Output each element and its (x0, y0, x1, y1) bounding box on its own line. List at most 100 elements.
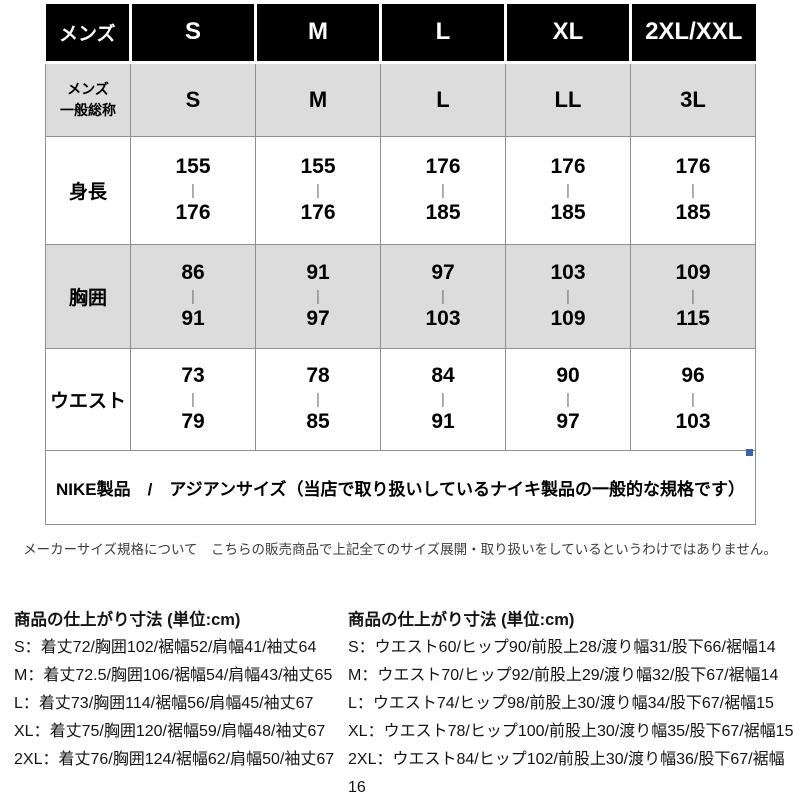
range-separator: | (191, 390, 195, 408)
waist-range-m: 78 | 85 (255, 347, 381, 451)
range-min: 97 (431, 261, 455, 285)
bottoms-dimension-item-l: L：ウエスト74/ヒップ98/前股上30/渡り幅34/股下67/裾幅15 (348, 695, 774, 712)
range-max: 91 (181, 306, 205, 330)
range-min: 103 (550, 261, 586, 285)
range-max: 185 (425, 200, 461, 224)
alias-size-ll: LL (505, 61, 631, 137)
range-max: 91 (431, 409, 455, 433)
range-separator: | (566, 287, 570, 305)
tops-dimension-item-2xl: 2XL：着丈76/胸囲124/裾幅62/肩幅50/袖丈67 (14, 751, 335, 768)
tops-dimensions-title: 商品の仕上がり寸法 (単位:cm) (14, 611, 241, 629)
range-separator: | (441, 287, 445, 305)
range-min: 86 (181, 261, 205, 285)
range-separator: | (691, 287, 695, 305)
range-min: 176 (675, 155, 711, 179)
range-separator: | (316, 287, 320, 305)
alias-label-line2: 一般総称 (60, 101, 116, 118)
waist-range-l: 84 | 91 (380, 347, 506, 451)
alias-size-3l: 3L (630, 61, 756, 137)
range-max: 115 (676, 306, 710, 330)
range-min: 155 (300, 155, 336, 179)
waist-row-label: ウエスト (45, 347, 131, 451)
bottoms-finished-dimensions-list: 商品の仕上がり寸法 (単位:cm) S：ウエスト60/ヒップ90/前股上28/渡… (348, 606, 800, 800)
alias-size-s: S (130, 61, 256, 137)
bottoms-dimension-item-xl: XL：ウエスト78/ヒップ100/前股上30/渡り幅35/股下67/裾幅15 (348, 723, 794, 740)
header-size-2xl: 2XL/XXL (630, 4, 756, 64)
range-min: 73 (181, 364, 205, 388)
bottoms-dimension-item-m: M：ウエスト70/ヒップ92/前股上29/渡り幅32/股下67/裾幅14 (348, 667, 779, 684)
bottoms-dimension-item-2xl: 2XL：ウエスト84/ヒップ102/前股上30/渡り幅36/股下67/裾幅16 (348, 751, 785, 796)
range-separator: | (691, 390, 695, 408)
chest-range-xl: 103 | 109 (505, 243, 631, 349)
range-max: 85 (306, 409, 330, 433)
height-range-2xl: 176 | 185 (630, 135, 756, 245)
waist-range-xl: 90 | 97 (505, 347, 631, 451)
chest-row: 胸囲 86 | 91 91 | 97 97 | 103 103 | 109 10… (45, 243, 756, 349)
chest-range-s: 86 | 91 (130, 243, 256, 349)
bottoms-dimensions-title: 商品の仕上がり寸法 (単位:cm) (348, 611, 575, 629)
header-size-m: M (255, 4, 382, 64)
range-max: 79 (181, 409, 205, 433)
height-range-m: 155 | 176 (255, 135, 381, 245)
range-min: 155 (175, 155, 211, 179)
size-header-row: メンズ S M L XL 2XL/XXL (45, 4, 756, 64)
range-separator: | (191, 287, 195, 305)
range-max: 185 (550, 200, 586, 224)
maker-size-disclaimer: メーカーサイズ規格について こちらの販売商品で上記全てのサイズ展開・取り扱いをし… (23, 542, 777, 557)
range-separator: | (191, 181, 195, 199)
range-max: 97 (306, 306, 330, 330)
mens-size-chart: メンズ S M L XL 2XL/XXL メンズ 一般総称 S M L LL 3… (45, 4, 756, 525)
range-min: 84 (431, 364, 455, 388)
alias-size-m: M (255, 61, 381, 137)
chest-row-label: 胸囲 (45, 243, 131, 349)
range-max: 103 (675, 409, 711, 433)
tops-dimension-item-m: M：着丈72.5/胸囲106/裾幅54/肩幅43/袖丈65 (14, 667, 333, 684)
bottoms-dimension-item-s: S：ウエスト60/ヒップ90/前股上28/渡り幅31/股下66/裾幅14 (348, 639, 776, 656)
tops-dimension-item-xl: XL：着丈75/胸囲120/裾幅59/肩幅48/袖丈67 (14, 723, 326, 740)
chest-range-l: 97 | 103 (380, 243, 506, 349)
height-row-label: 身長 (45, 135, 131, 245)
tops-dimension-item-s: S：着丈72/胸囲102/裾幅52/肩幅41/袖丈64 (14, 639, 317, 656)
alias-size-l: L (380, 61, 506, 137)
range-max: 185 (675, 200, 711, 224)
cell-corner-marker (746, 449, 753, 456)
range-separator: | (441, 390, 445, 408)
range-max: 97 (556, 409, 580, 433)
range-min: 90 (556, 364, 580, 388)
range-min: 78 (306, 364, 330, 388)
product-note-row: NIKE製品 / アジアンサイズ（当店で取り扱いしているナイキ製品の一般的な規格… (45, 449, 756, 525)
height-row: 身長 155 | 176 155 | 176 176 | 185 176 | 1… (45, 135, 756, 245)
range-max: 176 (300, 200, 336, 224)
waist-row: ウエスト 73 | 79 78 | 85 84 | 91 90 | 97 96 … (45, 347, 756, 451)
header-size-l: L (380, 4, 507, 64)
range-max: 109 (550, 306, 586, 330)
chest-range-2xl: 109 | 115 (630, 243, 756, 349)
range-separator: | (316, 181, 320, 199)
range-separator: | (691, 181, 695, 199)
range-separator: | (566, 181, 570, 199)
range-min: 109 (675, 261, 711, 285)
range-min: 96 (681, 364, 705, 388)
range-max: 176 (175, 200, 211, 224)
range-min: 91 (306, 261, 330, 285)
waist-range-s: 73 | 79 (130, 347, 256, 451)
height-range-s: 155 | 176 (130, 135, 256, 245)
range-max: 103 (425, 306, 461, 330)
range-min: 176 (425, 155, 461, 179)
chest-range-m: 91 | 97 (255, 243, 381, 349)
tops-dimension-item-l: L：着丈73/胸囲114/裾幅56/肩幅45/袖丈67 (14, 695, 314, 712)
product-note-text: NIKE製品 / アジアンサイズ（当店で取り扱いしているナイキ製品の一般的な規格… (45, 449, 756, 525)
range-min: 176 (550, 155, 586, 179)
header-size-s: S (130, 4, 257, 64)
waist-range-2xl: 96 | 103 (630, 347, 756, 451)
tops-finished-dimensions-list: 商品の仕上がり寸法 (単位:cm) S：着丈72/胸囲102/裾幅52/肩幅41… (14, 606, 334, 774)
alias-size-row: メンズ 一般総称 S M L LL 3L (45, 61, 756, 137)
alias-row-label: メンズ 一般総称 (45, 61, 131, 137)
header-gender-label: メンズ (45, 4, 132, 64)
height-range-l: 176 | 185 (380, 135, 506, 245)
range-separator: | (441, 181, 445, 199)
height-range-xl: 176 | 185 (505, 135, 631, 245)
alias-label-line1: メンズ (67, 81, 109, 98)
range-separator: | (566, 390, 570, 408)
